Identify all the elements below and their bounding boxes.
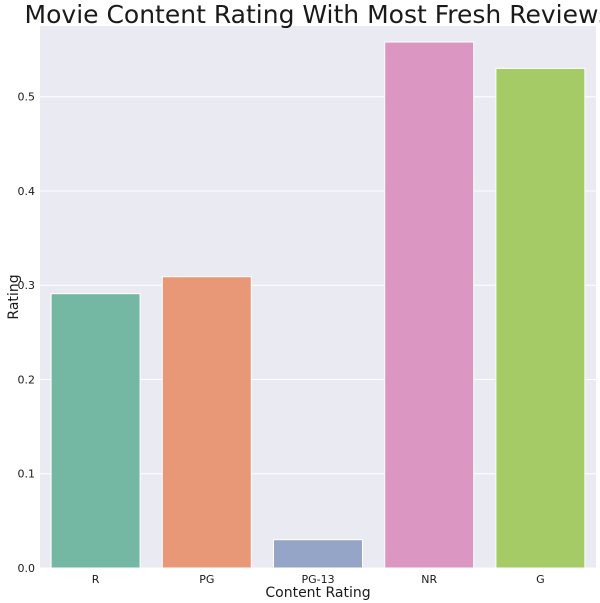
y-tick-label: 0.0: [18, 562, 36, 575]
x-tick-label: NR: [421, 573, 437, 586]
bars: [50, 41, 586, 569]
x-tick-label: G: [536, 573, 545, 586]
x-tick-label: PG-13: [301, 573, 334, 586]
y-tick-label: 0.3: [18, 279, 36, 292]
x-tick-label: R: [92, 573, 100, 586]
bar-nr: [384, 41, 475, 569]
x-axis-label: Content Rating: [265, 585, 370, 601]
bar-g: [495, 67, 586, 569]
y-tick-labels: 0.0 0.1 0.2 0.3 0.4 0.5: [18, 91, 36, 575]
x-tick-label: PG: [199, 573, 214, 586]
bar-r: [50, 293, 141, 569]
y-tick-label: 0.4: [18, 185, 36, 198]
x-tick-labels: R PG PG-13 NR G: [92, 573, 545, 586]
y-axis-label: Rating: [6, 274, 22, 319]
y-tick-label: 0.1: [18, 468, 36, 481]
bar-pg: [161, 276, 252, 569]
y-tick-label: 0.5: [18, 91, 36, 104]
y-tick-label: 0.2: [18, 373, 36, 386]
bar-pg-13: [273, 539, 363, 569]
chart-title: Movie Content Rating With Most Fresh Rev…: [25, 0, 600, 29]
